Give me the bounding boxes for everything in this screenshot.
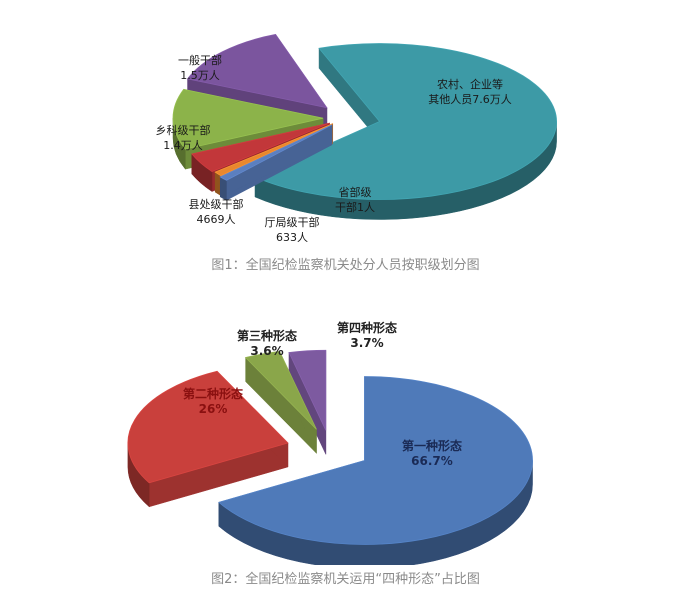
fig2-slice-2 bbox=[244, 351, 317, 454]
fig1-label-4-line-1: 1.4万人 bbox=[163, 139, 203, 152]
fig1-label-5: 一般干部 1.5万人 bbox=[178, 53, 222, 82]
fig1-label-3-line-1: 4669人 bbox=[197, 213, 236, 226]
fig2-label-3-line-1: 3.7% bbox=[350, 336, 383, 350]
fig1-label-3: 县处级干部 4669人 bbox=[189, 197, 244, 226]
fig2-label-1: 第二种形态 26% bbox=[183, 386, 243, 416]
fig2-label-0-line-1: 66.7% bbox=[411, 454, 453, 468]
fig1-label-3-line-0: 县处级干部 bbox=[189, 197, 244, 211]
fig2-label-2-line-1: 3.6% bbox=[250, 344, 283, 358]
fig1-label-1: 省部级干部1人 bbox=[335, 185, 375, 214]
fig2-label-2-line-0: 第三种形态 bbox=[237, 328, 297, 343]
fig1-label-2: 厅局级干部 633人 bbox=[265, 215, 320, 244]
fig1-slice-1 bbox=[219, 124, 333, 201]
figure-1: 农村、企业等其他人员7.6万人省部级干部1人厅局级干部 633人 县处级干部 4669… bbox=[0, 0, 691, 280]
fig1-label-1-line-0: 省部级 bbox=[339, 185, 372, 199]
fig1-label-4-line-0: 乡科级干部 bbox=[156, 123, 211, 137]
fig1-slice-0 bbox=[254, 43, 557, 220]
fig1-label-4: 乡科级干部 1.4万人 bbox=[156, 123, 211, 152]
fig1-label-5-line-0: 一般干部 bbox=[178, 53, 222, 67]
fig2-label-0: 第一种形态 66.7% bbox=[402, 438, 462, 468]
fig2-label-3-line-0: 第四种形态 bbox=[337, 320, 397, 335]
fig2-slice-0 bbox=[218, 376, 533, 565]
pie-chart-2: 第一种形态 66.7% 第二种形态 26% 第三种形态 3.6% 第四种形态 3.7% bbox=[127, 320, 533, 565]
figure-1-caption: 图1：全国纪检监察机关处分人员按职级划分图 bbox=[211, 258, 480, 273]
figure-2: 第一种形态 66.7% 第二种形态 26% 第三种形态 3.6% 第四种形态 3.7% 图2：… bbox=[0, 300, 691, 608]
fig2-label-1-line-1: 26% bbox=[199, 402, 228, 416]
fig1-label-5-line-1: 1.5万人 bbox=[180, 69, 220, 82]
fig2-label-0-line-0: 第一种形态 bbox=[402, 438, 462, 453]
fig1-label-2-line-0: 厅局级干部 bbox=[265, 215, 320, 229]
figure-2-caption: 图2：全国纪检监察机关运用“四种形态”占比图 bbox=[211, 572, 480, 587]
fig2-label-2: 第三种形态 3.6% bbox=[237, 328, 297, 358]
fig1-label-1-line-1: 干部1人 bbox=[335, 200, 375, 214]
fig2-label-1-line-0: 第二种形态 bbox=[183, 386, 243, 401]
fig1-label-2-line-1: 633人 bbox=[276, 231, 308, 244]
fig2-slice-1 bbox=[127, 370, 289, 508]
fig1-label-0-line-0: 农村、企业等 bbox=[437, 77, 503, 91]
fig1-label-0: 农村、企业等其他人员7.6万人 bbox=[428, 77, 512, 106]
fig2-label-3: 第四种形态 3.7% bbox=[337, 320, 397, 350]
fig1-label-0-line-1: 其他人员7.6万人 bbox=[428, 93, 512, 106]
